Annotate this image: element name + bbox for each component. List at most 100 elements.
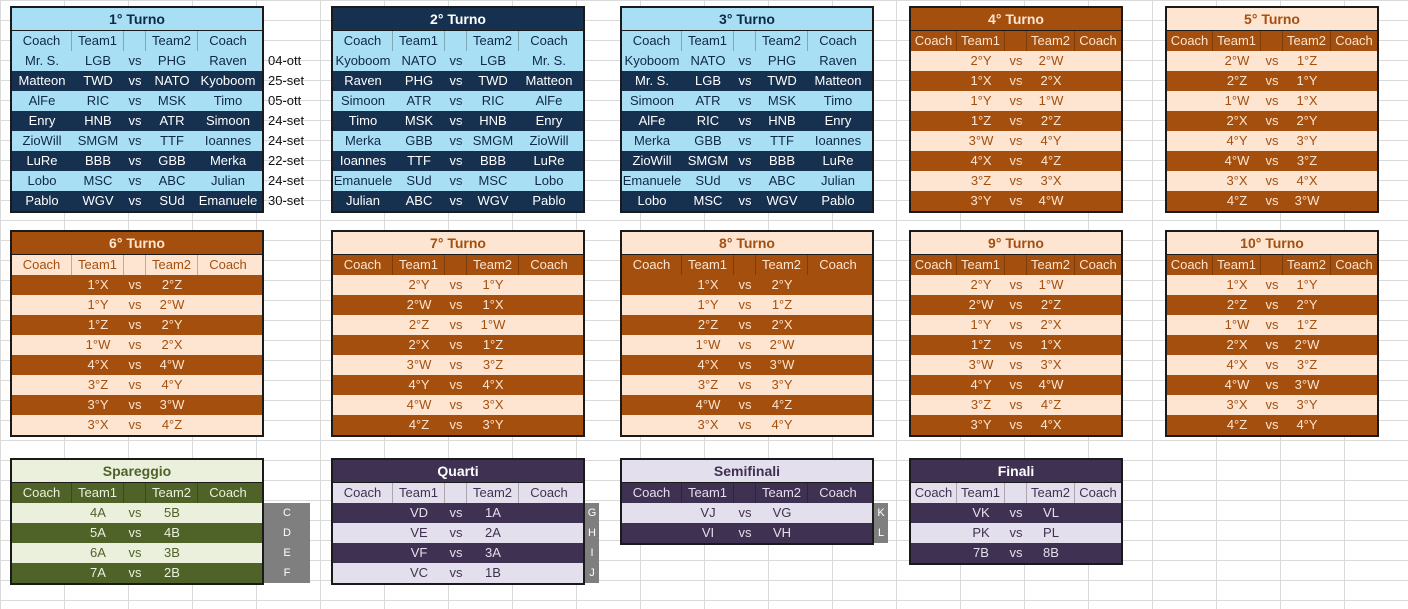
coach-2-cell[interactable] xyxy=(519,503,579,523)
team-1-cell[interactable]: 3°Z xyxy=(970,397,992,412)
team-2-cell[interactable]: 4°Y xyxy=(771,417,793,432)
coach-2-cell[interactable]: Matteon xyxy=(814,73,862,88)
coach-2-cell[interactable]: Julian xyxy=(211,173,245,188)
coach-1-cell[interactable] xyxy=(622,295,682,315)
coach-2-cell[interactable] xyxy=(1075,355,1121,375)
coach-1-cell[interactable]: Simoon xyxy=(340,93,386,108)
team-1-cell[interactable]: 4°X xyxy=(87,357,109,372)
coach-1-cell[interactable] xyxy=(333,503,393,523)
vs-cell[interactable]: vs xyxy=(449,277,463,292)
coach-1-cell[interactable] xyxy=(1167,335,1213,355)
vs-cell[interactable]: vs xyxy=(449,357,463,372)
coach-2-cell[interactable]: ZioWill xyxy=(529,133,569,148)
team-1-cell[interactable]: 3°W xyxy=(968,133,994,148)
team-1-cell[interactable]: HNB xyxy=(84,113,112,128)
coach-1-cell[interactable]: Ioannes xyxy=(339,153,387,168)
team-1-cell[interactable]: 4°Y xyxy=(408,377,430,392)
coach-2-cell[interactable]: Timo xyxy=(823,93,853,108)
vs-cell[interactable]: vs xyxy=(449,93,463,108)
team-1-cell[interactable]: 4°Y xyxy=(1226,133,1248,148)
vs-cell[interactable]: vs xyxy=(1265,113,1279,128)
coach-1-cell[interactable] xyxy=(12,375,72,395)
team-2-cell[interactable]: 4°W xyxy=(159,357,185,372)
team-2-cell[interactable]: 1B xyxy=(485,565,501,580)
team-2-cell[interactable]: 8B xyxy=(1043,545,1059,560)
team-1-cell[interactable]: 2°X xyxy=(408,337,430,352)
team-2-cell[interactable]: HNB xyxy=(768,113,796,128)
coach-2-cell[interactable] xyxy=(198,315,258,335)
date-cell[interactable]: 30-set xyxy=(268,193,305,208)
coach-2-cell[interactable] xyxy=(198,335,258,355)
vs-cell[interactable]: vs xyxy=(128,357,142,372)
coach-2-cell[interactable] xyxy=(1075,51,1121,71)
team-1-cell[interactable]: 3°Z xyxy=(697,377,719,392)
vs-cell[interactable]: vs xyxy=(449,377,463,392)
team-2-cell[interactable]: 3°W xyxy=(1294,193,1320,208)
coach-1-cell[interactable] xyxy=(1167,111,1213,131)
coach-1-cell[interactable] xyxy=(1167,171,1213,191)
vs-cell[interactable]: vs xyxy=(1009,377,1023,392)
coach-2-cell[interactable]: Pablo xyxy=(821,193,855,208)
team-1-cell[interactable]: VJ xyxy=(700,505,716,520)
vs-cell[interactable]: vs xyxy=(1009,545,1023,560)
coach-2-cell[interactable] xyxy=(1331,71,1377,91)
team-2-cell[interactable]: 2°W xyxy=(769,337,795,352)
vs-cell[interactable]: vs xyxy=(449,397,463,412)
vs-cell[interactable]: vs xyxy=(738,173,752,188)
coach-2-cell[interactable] xyxy=(519,523,579,543)
vs-cell[interactable]: vs xyxy=(1265,337,1279,352)
coach-1-cell[interactable] xyxy=(911,523,957,543)
team-1-cell[interactable]: VE xyxy=(410,525,428,540)
team-1-cell[interactable]: ATR xyxy=(406,93,432,108)
team-1-cell[interactable]: RIC xyxy=(86,93,110,108)
coach-2-cell[interactable] xyxy=(1331,91,1377,111)
coach-1-cell[interactable] xyxy=(911,503,957,523)
team-1-cell[interactable]: 1°W xyxy=(85,337,111,352)
team-1-cell[interactable]: MSC xyxy=(693,193,723,208)
team-1-cell[interactable]: 2°W xyxy=(406,297,432,312)
team-2-cell[interactable]: PL xyxy=(1043,525,1059,540)
vs-cell[interactable]: vs xyxy=(128,545,142,560)
coach-2-cell[interactable] xyxy=(1331,335,1377,355)
coach-1-cell[interactable] xyxy=(1167,151,1213,171)
coach-1-cell[interactable] xyxy=(333,395,393,415)
coach-2-cell[interactable] xyxy=(1331,51,1377,71)
coach-1-cell[interactable] xyxy=(12,335,72,355)
coach-2-cell[interactable] xyxy=(1331,295,1377,315)
coach-2-cell[interactable]: AlFe xyxy=(535,93,563,108)
coach-2-cell[interactable] xyxy=(1075,335,1121,355)
coach-2-cell[interactable] xyxy=(519,563,579,583)
team-2-cell[interactable]: 3°Z xyxy=(482,357,504,372)
team-2-cell[interactable]: 2°W xyxy=(159,297,185,312)
coach-1-cell[interactable] xyxy=(1167,295,1213,315)
coach-2-cell[interactable]: LuRe xyxy=(822,153,854,168)
vs-cell[interactable]: vs xyxy=(128,113,142,128)
team-1-cell[interactable]: 7A xyxy=(90,565,106,580)
vs-cell[interactable]: vs xyxy=(738,297,752,312)
team-1-cell[interactable]: 3°Y xyxy=(970,417,992,432)
coach-2-cell[interactable] xyxy=(519,415,579,435)
coach-1-cell[interactable] xyxy=(911,275,957,295)
team-1-cell[interactable]: 4°W xyxy=(1224,153,1250,168)
coach-1-cell[interactable]: LuRe xyxy=(26,153,58,168)
team-1-cell[interactable]: GBB xyxy=(694,133,722,148)
team-2-cell[interactable]: VH xyxy=(772,525,792,540)
coach-1-cell[interactable] xyxy=(911,295,957,315)
team-1-cell[interactable]: GBB xyxy=(405,133,433,148)
coach-1-cell[interactable] xyxy=(622,375,682,395)
coach-1-cell[interactable] xyxy=(1167,131,1213,151)
team-2-cell[interactable]: TTF xyxy=(770,133,794,148)
coach-1-cell[interactable] xyxy=(1167,395,1213,415)
date-cell[interactable]: 25-set xyxy=(268,73,305,88)
team-1-cell[interactable]: 2°Z xyxy=(697,317,719,332)
vs-cell[interactable]: vs xyxy=(1265,153,1279,168)
vs-cell[interactable]: vs xyxy=(128,73,142,88)
team-2-cell[interactable]: MSK xyxy=(157,93,187,108)
team-2-cell[interactable]: 2°Y xyxy=(161,317,183,332)
team-1-cell[interactable]: SUd xyxy=(406,173,432,188)
vs-cell[interactable]: vs xyxy=(738,317,752,332)
team-2-cell[interactable]: 4°W xyxy=(1038,193,1064,208)
coach-2-cell[interactable] xyxy=(198,375,258,395)
team-1-cell[interactable]: 1°X xyxy=(697,277,719,292)
vs-cell[interactable]: vs xyxy=(449,133,463,148)
